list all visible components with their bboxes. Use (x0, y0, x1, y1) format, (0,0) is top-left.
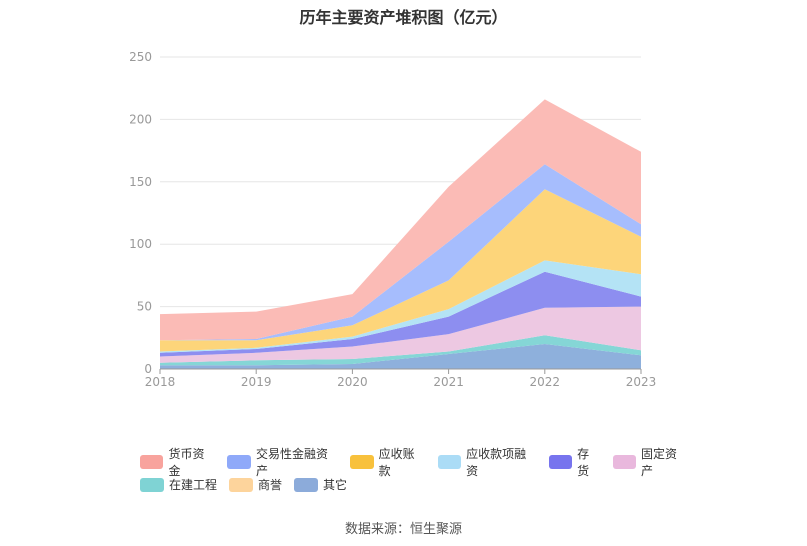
legend: 货币资金 交易性金融资产 应收账款 应收款项融资 存货 固定资产 在建工程 商誉 其它 (140, 447, 700, 496)
area-在建工程 (160, 335, 641, 366)
legend-label: 存货 (577, 446, 590, 478)
legend-swatch (350, 454, 374, 469)
axes: 0 50 100 150 200 250 2018 2019 2020 2021 2022 2023 (129, 50, 656, 389)
area-交易性金融资产 (160, 164, 641, 341)
area-存货 (160, 271, 641, 357)
area-固定资产 (160, 306, 641, 363)
data-source: 数据来源：恒生聚源 (344, 522, 462, 537)
area-应收账款 (160, 189, 641, 352)
legend-label: 在建工程 (169, 478, 218, 492)
y-tick-label: 50 (137, 300, 152, 314)
y-tick-label: 200 (129, 112, 152, 126)
legend-label: 其它 (323, 478, 348, 492)
legend-label: 应收款项融资 (466, 446, 527, 478)
legend-label: 固定资产 (641, 446, 678, 478)
legend-item[interactable]: 应收款项融资 (437, 445, 537, 479)
x-tick-label: 2020 (337, 375, 368, 389)
area-货币资金 (160, 99, 641, 341)
legend-row-1: 货币资金 交易性金融资产 应收账款 应收款项融资 存货 固定资产 (140, 447, 700, 478)
y-tick-label: 250 (129, 50, 152, 64)
legend-label: 货币资金 (168, 446, 205, 478)
legend-swatch (140, 454, 164, 469)
legend-row-2: 在建工程 商誉 其它 (140, 473, 700, 496)
legend-swatch (227, 454, 251, 469)
area-series (160, 99, 641, 369)
legend-item[interactable]: 货币资金 (140, 445, 215, 479)
area-应收款项融资 (160, 260, 641, 353)
legend-swatch (140, 477, 164, 492)
x-tick-label: 2023 (626, 375, 657, 389)
y-tick-label: 0 (144, 362, 152, 376)
area-其它 (160, 344, 641, 369)
legend-item[interactable]: 存货 (548, 445, 601, 479)
legend-item[interactable]: 应收账款 (350, 445, 425, 479)
legend-swatch (229, 477, 254, 492)
legend-label: 应收账款 (378, 446, 415, 478)
x-tick-label: 2018 (145, 375, 176, 389)
chart-title: 历年主要资产堆积图（亿元） (299, 8, 508, 27)
legend-item[interactable]: 固定资产 (612, 445, 688, 479)
legend-item[interactable]: 商誉 (229, 476, 282, 493)
legend-item[interactable]: 其它 (294, 476, 347, 493)
x-tick-label: 2019 (241, 375, 272, 389)
legend-item[interactable]: 在建工程 (140, 476, 217, 493)
legend-swatch (612, 454, 637, 469)
legend-swatch (437, 454, 462, 469)
x-tick-label: 2021 (433, 375, 464, 389)
legend-item[interactable]: 交易性金融资产 (227, 445, 338, 479)
legend-swatch (548, 454, 573, 469)
y-tick-label: 150 (129, 175, 152, 189)
legend-swatch (294, 477, 319, 492)
y-tick-label: 100 (129, 237, 152, 251)
legend-label: 商誉 (258, 478, 283, 492)
legend-label: 交易性金融资产 (255, 446, 328, 478)
x-tick-label: 2022 (530, 375, 561, 389)
